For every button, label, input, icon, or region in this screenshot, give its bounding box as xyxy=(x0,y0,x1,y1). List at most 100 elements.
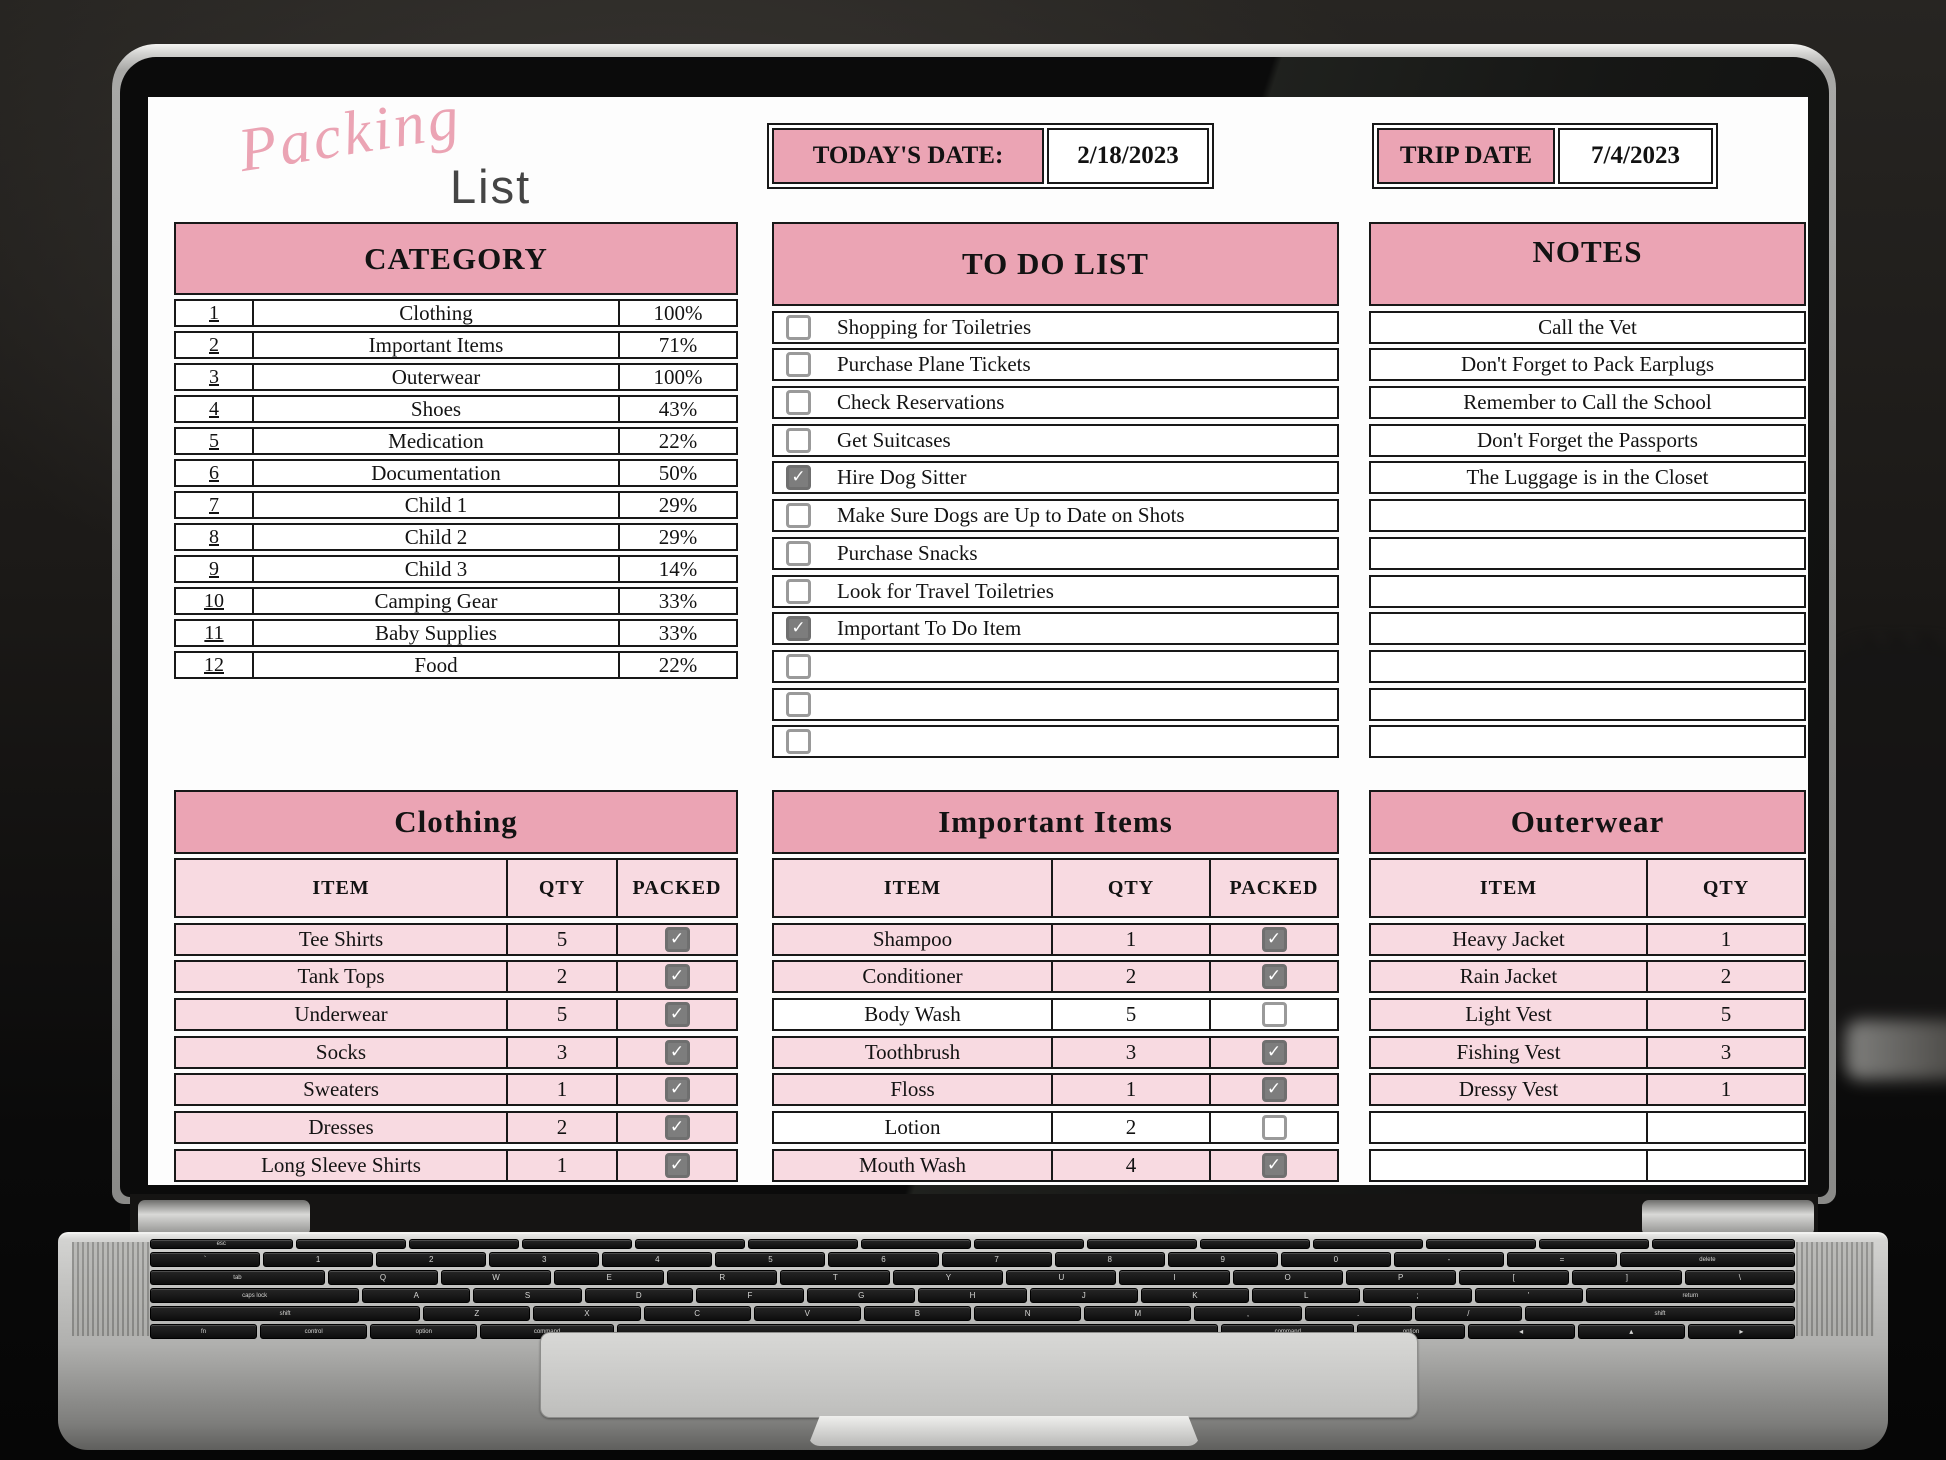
packed-checkbox[interactable]: ✓ xyxy=(664,1115,690,1141)
category-name-cell: Food xyxy=(252,651,620,679)
key-y: Y xyxy=(893,1270,1004,1285)
todo-checkbox[interactable] xyxy=(786,352,811,378)
packing-row xyxy=(1369,1148,1806,1182)
packed-checkbox[interactable]: ✓ xyxy=(664,1077,690,1103)
qty-cell: 1 xyxy=(506,1148,618,1182)
note-cell[interactable]: The Luggage is in the Closet xyxy=(1369,461,1806,495)
key-capslock: caps lock xyxy=(150,1288,360,1303)
packed-checkbox[interactable] xyxy=(1261,1002,1287,1028)
keyboard-row: shift Z X C V B N M,. / shift xyxy=(150,1306,1796,1321)
packed-cell: ✓ xyxy=(616,960,738,994)
packed-checkbox[interactable]: ✓ xyxy=(1261,926,1287,952)
item-cell: Rain Jacket xyxy=(1369,960,1648,994)
key-tab: tab xyxy=(150,1270,325,1285)
trip-date-value[interactable]: 7/4/2023 xyxy=(1558,128,1713,184)
packing-row: Fishing Vest 3 xyxy=(1369,1035,1806,1069)
category-number-link[interactable]: 4 xyxy=(174,395,254,423)
key-: . xyxy=(1304,1306,1412,1321)
todo-checkbox[interactable] xyxy=(786,314,811,340)
note-row xyxy=(1369,574,1806,608)
trip-date-box: TRIP DATE 7/4/2023 xyxy=(1372,123,1718,189)
outerwear-title: Outerwear xyxy=(1369,790,1806,854)
packed-checkbox[interactable]: ✓ xyxy=(1261,1077,1287,1103)
todo-checkbox[interactable] xyxy=(786,691,811,717)
category-number-link[interactable]: 7 xyxy=(174,491,254,519)
packed-checkbox[interactable]: ✓ xyxy=(1261,964,1287,990)
category-number-link[interactable]: 6 xyxy=(174,459,254,487)
category-row: 12 Food 22% xyxy=(174,651,738,679)
todo-checkbox[interactable]: ✓ xyxy=(786,465,811,491)
key-k: K xyxy=(1140,1288,1250,1303)
key-: ▴ xyxy=(1577,1324,1685,1339)
keyboard: esc ` 1 2 3 4 5 6 7 8 9 0- = delete tab Q W E R T Y U I O P[] \ ca… xyxy=(150,1239,1796,1342)
packing-row: Long Sleeve Shirts 1 ✓ xyxy=(174,1148,738,1182)
category-number-link[interactable]: 2 xyxy=(174,331,254,359)
note-cell[interactable] xyxy=(1369,536,1806,570)
note-cell[interactable]: Call the Vet xyxy=(1369,310,1806,344)
packed-checkbox[interactable] xyxy=(1261,1115,1287,1141)
speaker-grille-right xyxy=(1796,1242,1874,1336)
todo-checkbox[interactable] xyxy=(786,390,811,416)
note-cell[interactable] xyxy=(1369,725,1806,759)
category-row: 5 Medication 22% xyxy=(174,427,738,455)
todo-row: Purchase Snacks xyxy=(772,536,1339,570)
note-cell[interactable]: Don't Forget to Pack Earplugs xyxy=(1369,348,1806,382)
todays-date-value[interactable]: 2/18/2023 xyxy=(1047,128,1209,184)
category-percent-cell: 22% xyxy=(618,651,738,679)
todo-checkbox[interactable] xyxy=(786,729,811,755)
key-0: 0 xyxy=(1280,1252,1391,1267)
column-header-packed: PACKED xyxy=(1209,858,1339,918)
todo-label: Get Suitcases xyxy=(837,427,951,452)
key-4: 4 xyxy=(602,1252,713,1267)
laptop-base: esc ` 1 2 3 4 5 6 7 8 9 0- = delete tab Q W E R T Y U I O P[] \ ca… xyxy=(58,1232,1888,1450)
category-header: CATEGORY xyxy=(174,222,738,295)
key-blank xyxy=(747,1239,858,1249)
note-cell[interactable] xyxy=(1369,499,1806,533)
todo-checkbox[interactable] xyxy=(786,578,811,604)
qty-cell: 4 xyxy=(1051,1148,1211,1182)
packed-checkbox[interactable]: ✓ xyxy=(664,1152,690,1178)
packed-checkbox[interactable]: ✓ xyxy=(664,1002,690,1028)
packed-checkbox[interactable]: ✓ xyxy=(1261,1039,1287,1065)
category-number-link[interactable]: 9 xyxy=(174,555,254,583)
todo-cell: ✓ Hire Dog Sitter xyxy=(772,461,1339,495)
todo-label: Purchase Snacks xyxy=(837,540,978,565)
todo-checkbox[interactable] xyxy=(786,540,811,566)
category-number-link[interactable]: 12 xyxy=(174,651,254,679)
note-cell[interactable]: Remember to Call the School xyxy=(1369,386,1806,420)
key-c: C xyxy=(643,1306,751,1321)
key-7: 7 xyxy=(941,1252,1052,1267)
important-items-title: Important Items xyxy=(772,790,1339,854)
todo-checkbox[interactable] xyxy=(786,427,811,453)
note-cell[interactable] xyxy=(1369,687,1806,721)
key-p: P xyxy=(1345,1270,1456,1285)
todo-table: TO DO LIST Shopping for Toiletries Purcha… xyxy=(772,222,1339,759)
category-number-link[interactable]: 5 xyxy=(174,427,254,455)
category-number-link[interactable]: 3 xyxy=(174,363,254,391)
note-cell[interactable] xyxy=(1369,612,1806,646)
qty-cell xyxy=(1646,1148,1806,1182)
packing-row: Rain Jacket 2 xyxy=(1369,960,1806,994)
key-blank xyxy=(1200,1239,1311,1249)
packing-row: Dresses 2 ✓ xyxy=(174,1111,738,1145)
clothing-table-body: Tee Shirts 5 ✓ Tank Tops 2 ✓ Underwear 5 ✓ Socks 3… xyxy=(174,922,738,1182)
category-number-link[interactable]: 11 xyxy=(174,619,254,647)
packing-row: Light Vest 5 xyxy=(1369,998,1806,1032)
packed-checkbox[interactable]: ✓ xyxy=(1261,1152,1287,1178)
packed-checkbox[interactable]: ✓ xyxy=(664,1039,690,1065)
note-cell[interactable] xyxy=(1369,649,1806,683)
category-number-link[interactable]: 10 xyxy=(174,587,254,615)
note-row xyxy=(1369,687,1806,721)
item-cell: Lotion xyxy=(772,1111,1053,1145)
packed-checkbox[interactable]: ✓ xyxy=(664,926,690,952)
note-cell[interactable]: Don't Forget the Passports xyxy=(1369,423,1806,457)
note-cell[interactable] xyxy=(1369,574,1806,608)
todo-checkbox[interactable] xyxy=(786,503,811,529)
category-number-link[interactable]: 8 xyxy=(174,523,254,551)
todo-checkbox[interactable] xyxy=(786,653,811,679)
category-row: 7 Child 1 29% xyxy=(174,491,738,519)
key-3: 3 xyxy=(489,1252,600,1267)
todo-checkbox[interactable]: ✓ xyxy=(786,616,811,642)
category-number-link[interactable]: 1 xyxy=(174,299,254,327)
packed-checkbox[interactable]: ✓ xyxy=(664,964,690,990)
